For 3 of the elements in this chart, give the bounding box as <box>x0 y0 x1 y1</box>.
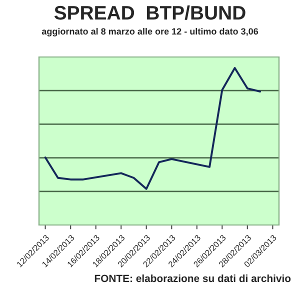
chart-subtitle: aggiornato al 8 marzo alle ore 12 - ultimo dato 3,06 <box>42 28 258 36</box>
source-note: FONTE: elaborazione su dati di archivio <box>94 274 291 282</box>
chart-title: SPREAD BTP/BUND <box>54 5 246 20</box>
